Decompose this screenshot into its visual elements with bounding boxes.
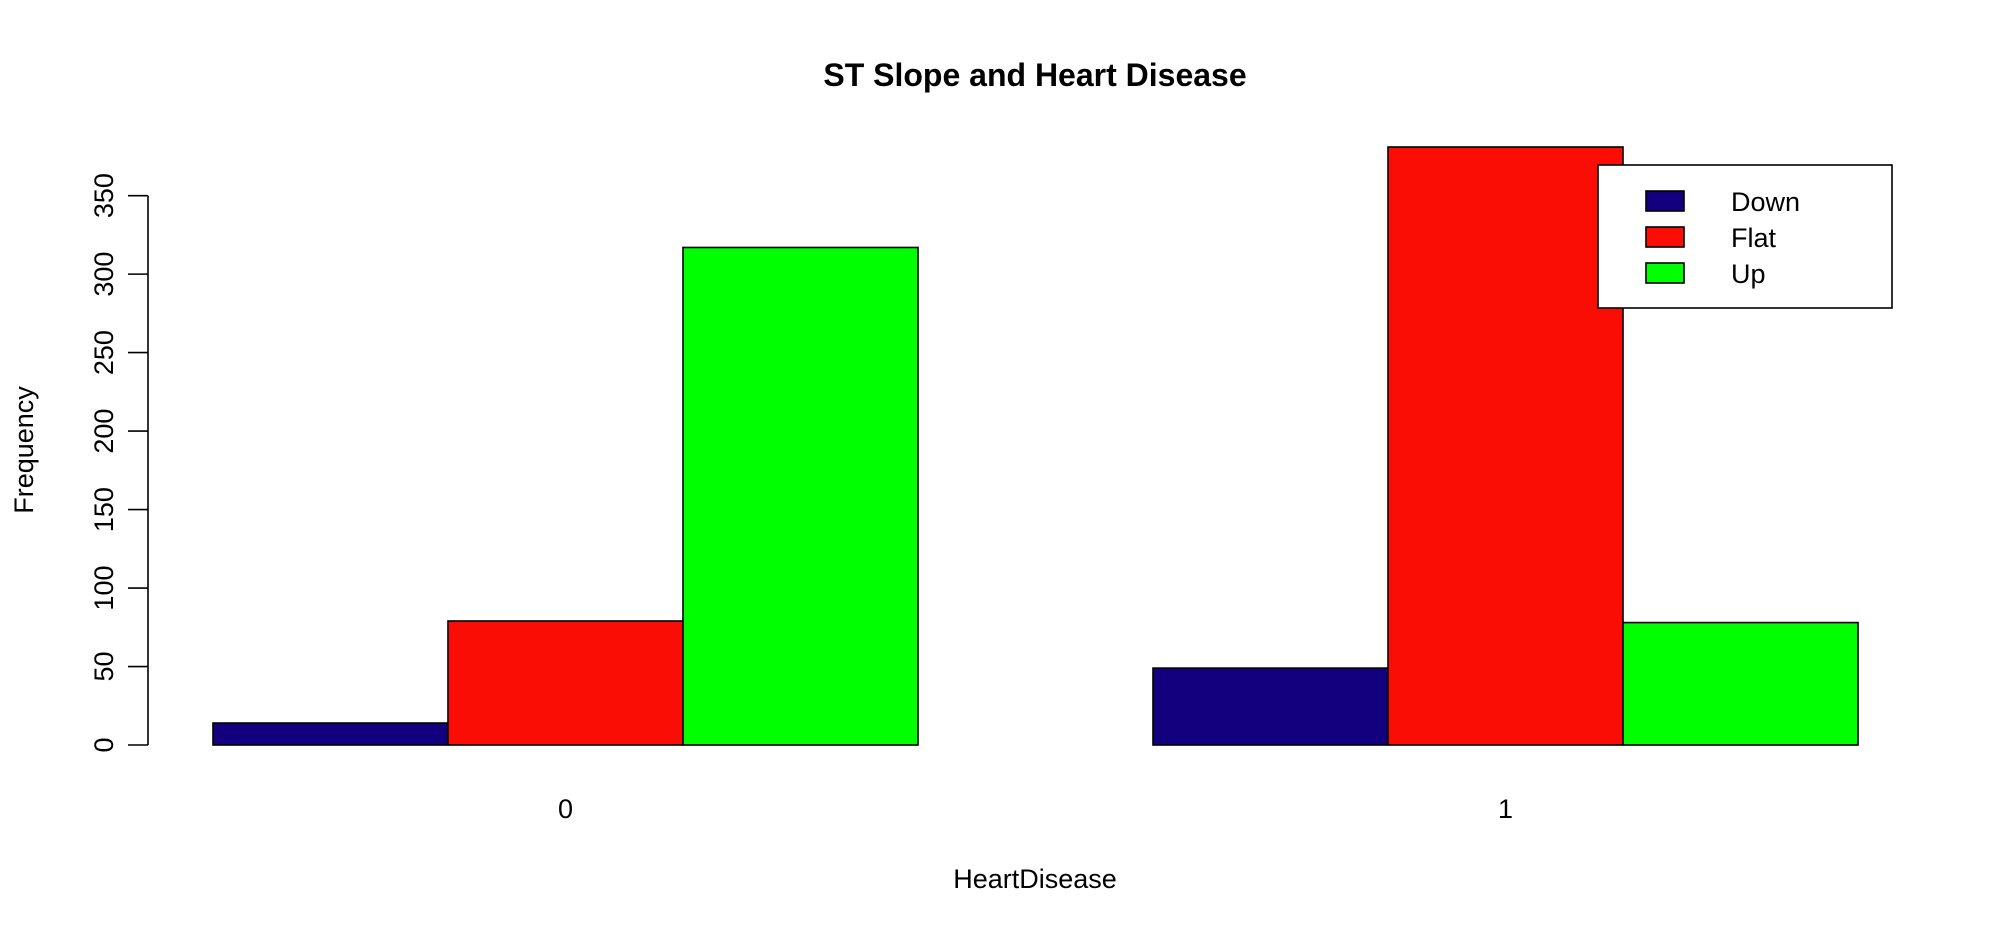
legend: Down Flat Up [1597,164,1893,309]
legend-swatch-down [1645,190,1685,212]
bar-down-0 [212,722,449,746]
bar-up-1 [1622,621,1859,746]
legend-box [1597,164,1893,309]
x-axis-label: HeartDisease [953,864,1117,894]
chart-title: ST Slope and Heart Disease [823,57,1246,93]
legend-swatch-flat [1645,226,1685,248]
x-tick-label-1: 1 [1498,794,1513,824]
bar-flat-1 [1387,146,1624,746]
y-tick-label: 0 [89,737,119,752]
y-tick-label: 200 [89,409,119,454]
y-tick-label: 100 [89,566,119,611]
y-tick-label: 50 [89,651,119,681]
y-axis-ticks: 0 50 100 150 200 250 300 350 [89,173,148,753]
bars-group [212,146,1859,746]
bar-flat-0 [447,620,684,746]
y-tick-label: 300 [89,252,119,297]
x-tick-label-0: 0 [558,794,573,824]
y-tick-label: 150 [89,487,119,532]
legend-label-up: Up [1731,259,1766,289]
bar-up-0 [682,246,919,746]
legend-swatch-up [1645,262,1685,284]
legend-label-flat: Flat [1731,223,1777,253]
y-tick-label: 250 [89,330,119,375]
y-axis-label: Frequency [9,386,39,514]
legend-label-down: Down [1731,187,1800,217]
bar-down-1 [1152,667,1389,746]
y-tick-label: 350 [89,173,119,218]
